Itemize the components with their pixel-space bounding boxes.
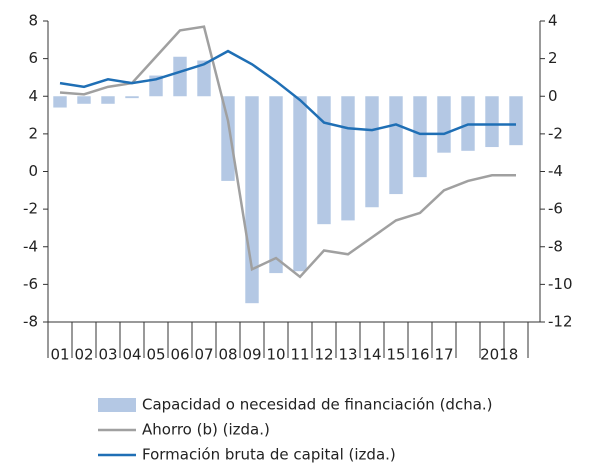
x-tick-label: 02 — [74, 346, 93, 364]
x-tick-label: 09 — [242, 346, 261, 364]
x-tick-label: 11 — [290, 346, 309, 364]
x-tick-label: 05 — [146, 346, 165, 364]
bar — [101, 96, 115, 104]
x-tick-label: 08 — [218, 346, 237, 364]
x-tick-label: 17 — [434, 346, 453, 364]
x-tick-label: 03 — [98, 346, 117, 364]
bar — [53, 96, 67, 108]
y2-tick-label: 4 — [548, 12, 558, 30]
x-tick-label: 06 — [170, 346, 189, 364]
y2-tick-label: -6 — [548, 200, 563, 218]
bar — [173, 56, 187, 97]
y2-tick-label: -2 — [548, 124, 563, 142]
legend-label: Formación bruta de capital (izda.) — [142, 446, 396, 464]
bar — [77, 96, 91, 104]
y-tick-label: -8 — [23, 313, 38, 331]
y-tick-label: -2 — [23, 200, 38, 218]
x-tick-label: 07 — [194, 346, 213, 364]
x-tick-label: 16 — [410, 346, 429, 364]
x-tick-label: 10 — [266, 346, 285, 364]
x-tick-label: 15 — [386, 346, 405, 364]
y-tick-label: 4 — [28, 87, 38, 105]
legend-label: Ahorro (b) (izda.) — [142, 421, 270, 439]
line — [59, 25, 516, 279]
y-tick-label: 2 — [28, 124, 38, 142]
bar — [269, 96, 283, 274]
x-tick-label: 13 — [338, 346, 357, 364]
y-tick-label: -4 — [23, 237, 38, 255]
legend-swatch — [98, 398, 136, 412]
bar — [509, 96, 523, 146]
y2-tick-label: -8 — [548, 237, 563, 255]
bar — [125, 96, 139, 99]
bar — [341, 96, 355, 221]
bar — [365, 96, 379, 208]
x-tick-label: 12 — [314, 346, 333, 364]
bar — [389, 96, 403, 195]
bar — [245, 96, 259, 304]
line — [59, 49, 516, 136]
bar — [485, 96, 499, 148]
x-tick-label: 04 — [122, 346, 141, 364]
y2-tick-label: -4 — [548, 162, 563, 180]
bar — [221, 96, 235, 181]
bar — [317, 96, 331, 225]
y2-tick-label: -10 — [548, 275, 573, 293]
bar — [197, 60, 211, 97]
y2-tick-label: 2 — [548, 49, 558, 67]
bar — [437, 96, 451, 153]
x-tick-label: 14 — [362, 346, 381, 364]
y-tick-label: 8 — [28, 12, 38, 30]
y-tick-label: 6 — [28, 49, 38, 67]
bar — [413, 96, 427, 178]
legend-label: Capacidad o necesidad de financiación (d… — [142, 396, 493, 414]
y2-tick-label: 0 — [548, 87, 558, 105]
x-tick-label: 01 — [50, 346, 69, 364]
y-tick-label: 0 — [28, 162, 38, 180]
bar — [293, 96, 307, 272]
x-tick-label: 2018 — [480, 346, 518, 364]
y-tick-label: -6 — [23, 275, 38, 293]
y2-tick-label: -12 — [548, 313, 573, 331]
